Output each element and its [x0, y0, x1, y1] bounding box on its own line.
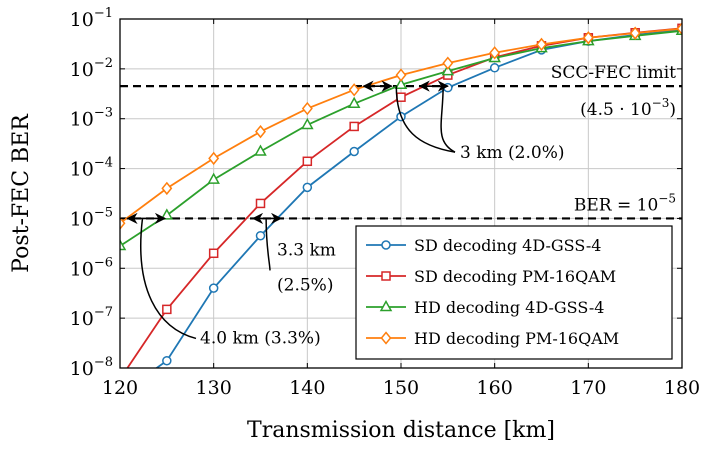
y-tick-label: 10−8 — [70, 355, 113, 380]
data-point — [207, 172, 220, 184]
data-point — [349, 146, 359, 157]
data-point — [255, 124, 266, 139]
legend: SD decoding 4D-GSS-4 SD decoding PM-16QAM… — [355, 225, 673, 360]
data-point — [489, 63, 500, 73]
data-point — [348, 83, 360, 97]
data-point — [381, 271, 391, 281]
reference-line-sublabel: (4.5 · 10−3) — [580, 96, 676, 120]
annotation-label: (2.5%) — [277, 275, 333, 295]
x-tick-label: 120 — [102, 377, 138, 399]
tick-labels: 120 130 140 150 160 170 180 10−8 10−7 10−6 10−5 10−… — [70, 6, 700, 399]
data-point — [349, 121, 359, 132]
annotation-label: 3.3 km — [277, 240, 336, 260]
y-tick-label: 10−3 — [70, 106, 113, 131]
legend-entry: SD decoding PM-16QAM — [414, 267, 616, 286]
data-point — [162, 304, 172, 315]
y-tick-label: 10−7 — [70, 305, 113, 330]
data-point — [396, 92, 406, 102]
series-3 — [120, 21, 682, 230]
data-point — [381, 240, 391, 250]
y-tick-label: 10−6 — [70, 255, 113, 280]
data-point — [255, 198, 266, 209]
legend-entry: SD decoding 4D-GSS-4 — [414, 236, 601, 255]
legend-box — [355, 225, 673, 360]
data-point — [208, 283, 219, 293]
leader-line — [265, 218, 271, 271]
reference-line-label: SCC-FEC limit — [551, 63, 676, 83]
data-point — [208, 151, 220, 166]
data-point — [442, 56, 454, 70]
data-point — [629, 26, 641, 40]
x-tick-label: 170 — [570, 377, 606, 399]
x-axis-label: Transmission distance [km] — [247, 418, 555, 443]
data-point — [162, 355, 172, 366]
y-tick-label: 10−5 — [70, 205, 113, 230]
reference-lines: SCC-FEC limit (4.5 · 10−3) BER = 10−5 — [120, 63, 682, 220]
data-point — [302, 156, 313, 167]
x-tick-label: 150 — [383, 377, 419, 399]
x-tick-label: 130 — [196, 377, 232, 399]
data-point — [254, 144, 267, 156]
data-point — [301, 101, 313, 116]
data-point — [255, 230, 266, 241]
y-axis-label: Post-FEC BER — [9, 113, 34, 273]
data-point — [160, 208, 174, 220]
y-tick-label: 10−2 — [70, 56, 113, 81]
data-point — [395, 68, 407, 82]
data-point — [443, 82, 453, 93]
leader-line — [440, 86, 456, 153]
x-tick-label: 140 — [289, 377, 325, 399]
y-tick-label: 10−4 — [70, 156, 113, 181]
data-point — [161, 181, 173, 196]
x-tick-label: 160 — [477, 377, 513, 399]
data-point — [380, 331, 392, 345]
leader-line — [140, 218, 197, 340]
data-point — [441, 64, 455, 76]
x-tick-label: 180 — [664, 377, 700, 399]
leader-line — [395, 86, 456, 153]
annotation-label: 4.0 km (3.3%) — [200, 328, 321, 348]
data-point — [489, 46, 501, 60]
annotations: 3 km (2.0%) 3.3 km (2.5%) 4.0 km (3.3%) — [126, 80, 565, 348]
data-point — [301, 117, 314, 130]
data-point — [120, 216, 126, 230]
data-point — [676, 21, 682, 36]
data-point — [379, 299, 393, 312]
annotation-label: 3 km (2.0%) — [460, 143, 565, 163]
legend-entry: HD decoding PM-16QAM — [414, 329, 619, 348]
y-tick-label: 10−1 — [70, 6, 113, 31]
data-point — [582, 31, 594, 45]
reference-line-label: BER = 10−5 — [574, 191, 676, 215]
legend-entry: HD decoding 4D-GSS-4 — [414, 298, 604, 317]
data-point — [394, 77, 408, 89]
data-point — [208, 248, 219, 259]
data-point — [302, 182, 313, 193]
data-point — [536, 37, 547, 52]
data-point — [347, 96, 361, 108]
data-point — [120, 238, 127, 251]
